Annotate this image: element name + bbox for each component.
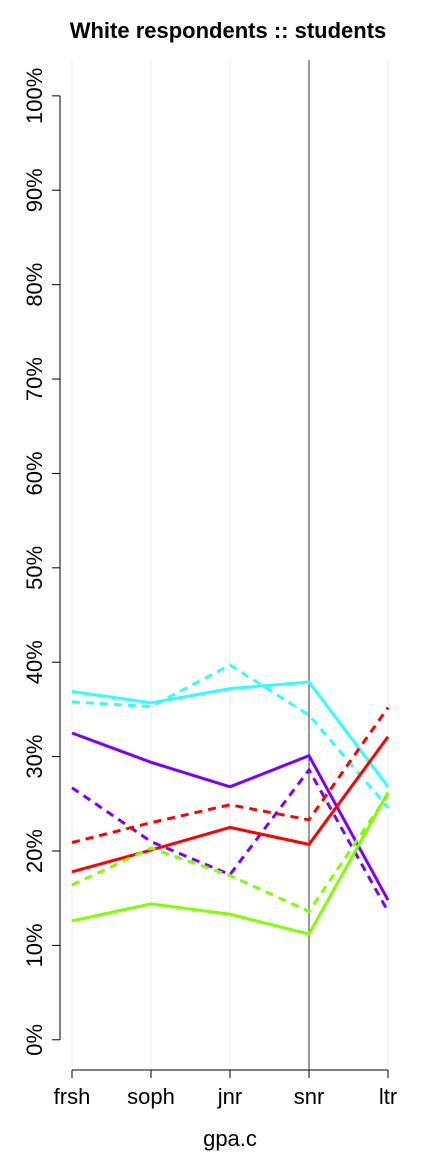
x-tick-label: soph (127, 1084, 175, 1109)
y-tick-label: 90% (22, 168, 47, 212)
x-tick-label: frsh (54, 1084, 91, 1109)
series-line (71, 731, 390, 901)
y-tick-label: 10% (22, 923, 47, 967)
y-tick-label: 80% (22, 263, 47, 307)
series-line (71, 793, 390, 914)
series-line (71, 767, 390, 913)
y-tick-label: 0% (22, 1024, 47, 1056)
series-line (71, 791, 390, 936)
x-tick-label: ltr (379, 1084, 397, 1109)
y-tick-label: 100% (22, 68, 47, 124)
series-line (71, 663, 390, 809)
series-line (71, 680, 390, 788)
y-tick-label: 60% (22, 451, 47, 495)
y-tick-label: 20% (22, 829, 47, 873)
x-tick-label: snr (294, 1084, 325, 1109)
y-tick-label: 70% (22, 357, 47, 401)
y-tick-label: 50% (22, 546, 47, 590)
x-axis-label: gpa.c (203, 1126, 257, 1151)
y-tick-label: 40% (22, 640, 47, 684)
y-tick-label: 30% (22, 735, 47, 779)
x-tick-label: jnr (217, 1084, 242, 1109)
series-line (71, 735, 390, 874)
chart-title: White respondents :: students (70, 18, 387, 43)
